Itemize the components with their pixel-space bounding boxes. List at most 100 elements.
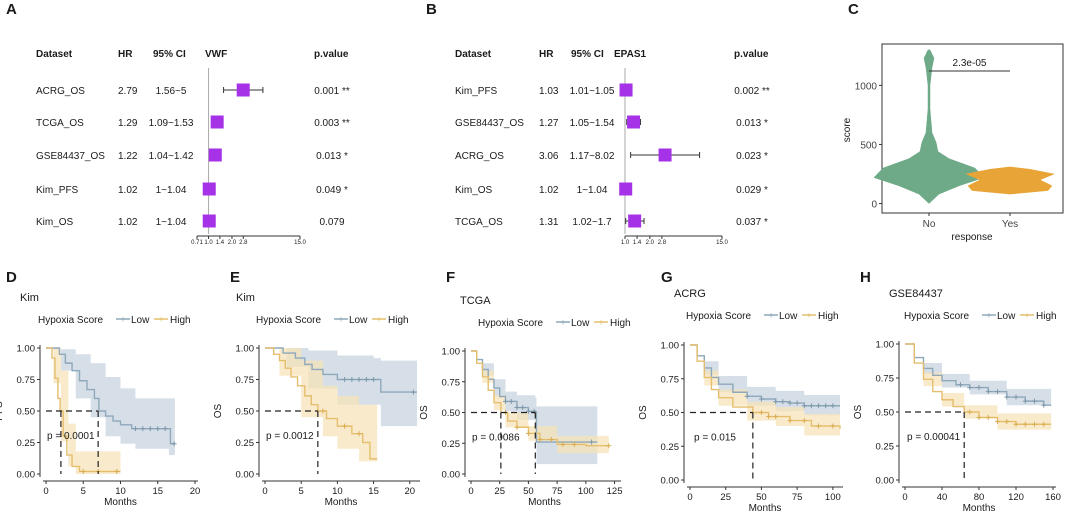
km-title: GSE84437 bbox=[889, 288, 943, 300]
km-title: ACRG bbox=[674, 288, 706, 300]
row-hr: 1.02 bbox=[539, 185, 559, 196]
panel-letter-B: B bbox=[426, 1, 437, 18]
y-tick-label: 0.00 bbox=[442, 470, 461, 481]
legend-swatch-high-mark: + bbox=[598, 318, 603, 328]
km-pvalue: p = 0.0012 bbox=[266, 431, 314, 442]
row-dataset: GSE84437_OS bbox=[455, 118, 524, 129]
header-dataset: Dataset bbox=[36, 49, 73, 60]
y-tick-label: 0 bbox=[871, 200, 877, 211]
x-tick-label: 120 bbox=[1008, 492, 1024, 503]
x-tick-label: 1.0 bbox=[621, 240, 630, 246]
row-ci: 1~1.04 bbox=[156, 185, 187, 196]
row-ci: 1~1.04 bbox=[156, 217, 187, 228]
row-ci: 1.56~5 bbox=[156, 86, 187, 97]
x-axis-label: Months bbox=[528, 497, 561, 508]
x-tick-label: 20 bbox=[190, 486, 201, 497]
y-tick-label: 0.25 bbox=[442, 439, 461, 450]
row-hr: 1.03 bbox=[539, 86, 559, 97]
x-tick-label: 2.0 bbox=[228, 240, 237, 246]
x-axis-label: Months bbox=[749, 503, 782, 512]
y-axis-label: PFS bbox=[0, 401, 5, 421]
row-dataset: GSE84437_OS bbox=[36, 151, 105, 162]
row-ci: 1.02~1.7 bbox=[572, 217, 612, 228]
x-axis-label: Months bbox=[963, 503, 996, 512]
violin-plot-C: 0 500 1000 score No Yes response 2.3e-05 bbox=[842, 43, 1064, 243]
x-tick-label: 160 bbox=[1045, 492, 1061, 503]
row-hr: 2.79 bbox=[118, 86, 138, 97]
header-ci: 95% CI bbox=[153, 49, 186, 60]
x-tick-label: 15 bbox=[152, 486, 163, 497]
y-axis-label: OS bbox=[853, 404, 864, 419]
legend-swatch-low-mark: + bbox=[986, 311, 991, 321]
ci-band-low bbox=[265, 348, 417, 427]
km-pvalue: p = 0.0001 bbox=[47, 431, 95, 442]
plot-frame bbox=[881, 43, 1064, 214]
x-tick-label: 0 bbox=[902, 492, 907, 503]
x-tick-label: 80 bbox=[974, 492, 985, 503]
x-tick-label: 15.0 bbox=[294, 240, 306, 246]
row-pvalue: 0.023 * bbox=[736, 151, 768, 162]
row-hr: 1.02 bbox=[118, 217, 138, 228]
row-hr: 1.27 bbox=[539, 118, 559, 129]
row-ci: 1~1.04 bbox=[577, 185, 608, 196]
row-ci: 1.09~1.53 bbox=[149, 118, 194, 129]
header-gene: EPAS1 bbox=[614, 49, 646, 60]
x-tick-label: 20 bbox=[404, 486, 415, 497]
header-pvalue: p.value bbox=[314, 49, 349, 60]
panel-letter-E: E bbox=[230, 269, 240, 286]
km-title: Kim bbox=[20, 292, 39, 304]
x-tick-label: 15 bbox=[368, 486, 379, 497]
y-tick-label: 0.75 bbox=[876, 374, 895, 385]
legend-low: Low bbox=[779, 311, 798, 322]
violin-no bbox=[873, 49, 985, 204]
x-tick-label: 2.8 bbox=[658, 240, 667, 246]
row-dataset: Kim_PFS bbox=[455, 86, 498, 97]
y-tick-label: 0.75 bbox=[442, 377, 461, 388]
hr-marker bbox=[658, 148, 672, 162]
x-tick-label: 15.0 bbox=[716, 240, 728, 246]
legend-swatch-high-mark: + bbox=[376, 315, 381, 325]
km-pvalue: p = 0.015 bbox=[694, 433, 736, 444]
ci-band-high bbox=[46, 348, 121, 474]
hr-marker bbox=[202, 182, 216, 196]
survival-curve-low bbox=[46, 347, 175, 445]
km-plot-F: TCGA Hypoxia Score + Low + High p = 0.0086 1.00… bbox=[419, 295, 631, 508]
x-tick-label: 25 bbox=[494, 486, 505, 497]
legend-swatch-low-mark: + bbox=[120, 315, 125, 325]
x-axis-label: Months bbox=[325, 497, 358, 508]
forest-plot-B: Dataset HR 95% CI EPAS1 p.value Kim_PFS 1.03 1.… bbox=[455, 49, 770, 246]
header-hr: HR bbox=[539, 49, 554, 60]
hr-marker bbox=[627, 115, 641, 129]
km-plot-G: ACRG Hypoxia Score + Low + High p = 0.015 1.00 0… bbox=[638, 288, 843, 512]
panel-letter-C: C bbox=[848, 1, 859, 18]
legend-swatch-high-mark: + bbox=[158, 315, 163, 325]
panel-letter-F: F bbox=[446, 269, 455, 286]
hr-marker bbox=[619, 83, 633, 97]
row-hr: 1.31 bbox=[539, 217, 559, 228]
row-hr: 1.02 bbox=[118, 185, 138, 196]
y-tick-label: 0.75 bbox=[236, 375, 255, 386]
y-axis-label: score bbox=[842, 117, 853, 142]
x-tick-label: 50 bbox=[756, 492, 767, 503]
y-tick-label: 0.00 bbox=[236, 470, 255, 481]
forest-plot-A: Dataset HR 95% CI VWF p.value ACRG_OS 2.79 1.56… bbox=[36, 49, 350, 246]
y-tick-label: 0.00 bbox=[876, 476, 895, 487]
row-pvalue: 0.029 * bbox=[736, 185, 768, 196]
panel-letter-G: G bbox=[661, 269, 673, 286]
y-tick-label: 0.50 bbox=[876, 408, 895, 419]
x-tick-label: 25 bbox=[720, 492, 731, 503]
km-plot-H: GSE84437 Hypoxia Score + Low + High p = 0.0004… bbox=[853, 288, 1061, 512]
y-tick-label: 0.50 bbox=[17, 407, 36, 418]
panel-letter-H: H bbox=[860, 269, 871, 286]
km-pvalue: p = 0.0086 bbox=[472, 433, 520, 444]
ci-band-low bbox=[905, 344, 1052, 417]
y-tick-label: 0.50 bbox=[236, 407, 255, 418]
y-tick-label: 1.00 bbox=[442, 347, 461, 358]
x-tick-label: 10 bbox=[332, 486, 343, 497]
legend-title: Hypoxia Score bbox=[256, 315, 321, 326]
x-tick-label: 0 bbox=[468, 486, 473, 497]
y-tick-label: 0.75 bbox=[661, 374, 680, 385]
x-tick-label: No bbox=[923, 219, 936, 230]
hr-marker bbox=[202, 214, 216, 228]
km-title: Kim bbox=[236, 292, 255, 304]
